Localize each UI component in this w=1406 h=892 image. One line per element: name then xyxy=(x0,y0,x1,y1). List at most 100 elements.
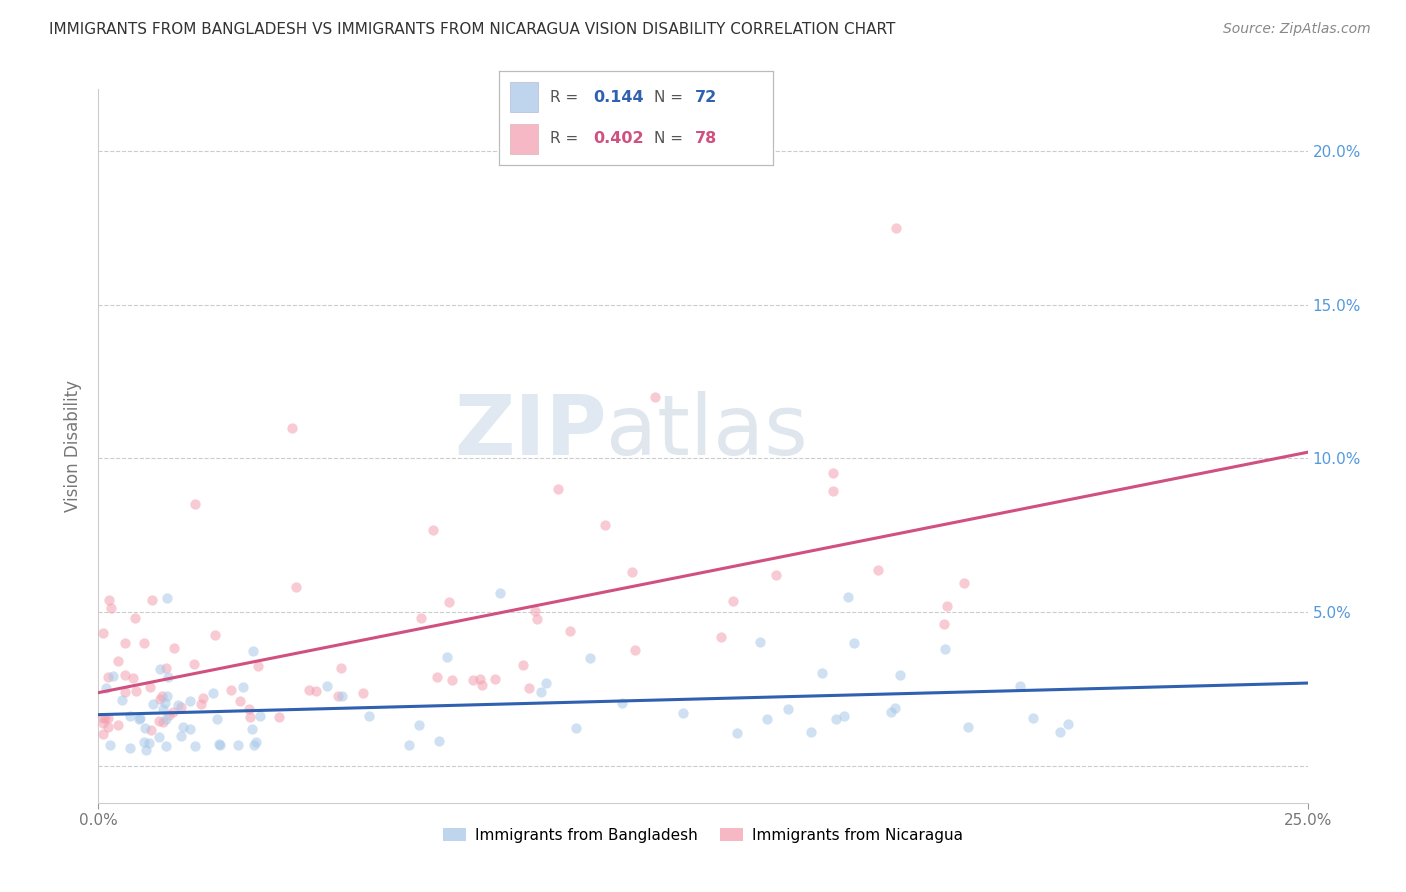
Point xyxy=(886,220,908,235)
Point xyxy=(623,643,645,657)
FancyBboxPatch shape xyxy=(510,82,537,112)
Point xyxy=(408,717,430,731)
Point xyxy=(152,702,174,716)
Point xyxy=(191,690,214,705)
Point xyxy=(232,680,254,694)
Point xyxy=(155,739,177,753)
Point xyxy=(242,644,264,658)
Point xyxy=(825,712,848,726)
Point xyxy=(243,738,266,752)
Point xyxy=(484,672,506,686)
Point xyxy=(91,727,114,741)
Point xyxy=(118,709,141,723)
Point xyxy=(148,730,170,744)
Text: N =: N = xyxy=(654,131,688,146)
Point xyxy=(439,595,461,609)
Point xyxy=(811,665,834,680)
Point xyxy=(721,593,744,607)
Text: 78: 78 xyxy=(695,131,717,146)
Point xyxy=(765,568,787,582)
Point xyxy=(934,642,956,657)
Point xyxy=(155,712,177,726)
Point xyxy=(94,711,117,725)
Point xyxy=(100,600,122,615)
Text: 0.402: 0.402 xyxy=(593,131,644,146)
Point xyxy=(512,658,534,673)
Y-axis label: Vision Disability: Vision Disability xyxy=(65,380,83,512)
FancyBboxPatch shape xyxy=(510,124,537,153)
Text: N =: N = xyxy=(654,89,688,104)
Point xyxy=(644,390,666,404)
Point xyxy=(778,702,800,716)
Point xyxy=(91,626,114,640)
Point xyxy=(132,734,155,748)
Point xyxy=(725,725,748,739)
Point xyxy=(157,670,180,684)
Legend: Immigrants from Bangladesh, Immigrants from Nicaragua: Immigrants from Bangladesh, Immigrants f… xyxy=(436,822,970,848)
Point xyxy=(155,689,177,703)
Point xyxy=(149,692,172,706)
Point xyxy=(352,686,374,700)
Point xyxy=(936,599,959,613)
Point xyxy=(710,630,733,644)
Point xyxy=(201,686,224,700)
Point xyxy=(326,689,349,703)
Point xyxy=(1008,679,1031,693)
Point xyxy=(134,722,156,736)
Point xyxy=(139,723,162,737)
Point xyxy=(229,694,252,708)
Point xyxy=(240,723,263,737)
Point xyxy=(330,689,353,703)
Point xyxy=(149,662,172,676)
Text: atlas: atlas xyxy=(606,392,808,472)
Point xyxy=(329,661,352,675)
Point xyxy=(558,624,581,639)
Point xyxy=(124,611,146,625)
Point xyxy=(534,676,557,690)
Point xyxy=(565,722,588,736)
Point xyxy=(800,724,823,739)
Point xyxy=(672,706,695,720)
Point xyxy=(953,576,976,591)
Point xyxy=(957,720,980,734)
Text: ZIP: ZIP xyxy=(454,392,606,472)
Point xyxy=(238,702,260,716)
Point xyxy=(879,705,901,719)
Point xyxy=(884,701,907,715)
Point xyxy=(97,711,120,725)
Point xyxy=(579,650,602,665)
Point xyxy=(398,738,420,752)
Point xyxy=(179,694,201,708)
Point xyxy=(132,636,155,650)
Point xyxy=(547,482,569,496)
Point xyxy=(128,713,150,727)
Text: Source: ZipAtlas.com: Source: ZipAtlas.com xyxy=(1223,22,1371,37)
Point xyxy=(620,565,643,579)
Point xyxy=(155,661,177,675)
Point xyxy=(298,682,321,697)
Point xyxy=(190,697,212,711)
Point xyxy=(821,483,844,498)
Point xyxy=(281,420,304,434)
Point xyxy=(440,673,463,687)
Point xyxy=(91,711,114,725)
Point xyxy=(94,681,117,695)
Point xyxy=(209,739,232,753)
Point xyxy=(142,697,165,711)
Point xyxy=(205,712,228,726)
Point xyxy=(436,649,458,664)
Point xyxy=(269,710,291,724)
Point xyxy=(156,591,179,605)
Point xyxy=(422,523,444,537)
Point xyxy=(97,720,120,734)
Point xyxy=(316,680,339,694)
Point xyxy=(226,739,249,753)
Point xyxy=(245,735,267,749)
Point xyxy=(305,683,328,698)
Point xyxy=(114,668,136,682)
Point xyxy=(135,742,157,756)
Point xyxy=(179,722,201,736)
Point xyxy=(411,611,433,625)
Point xyxy=(163,641,186,656)
Point xyxy=(593,518,616,533)
